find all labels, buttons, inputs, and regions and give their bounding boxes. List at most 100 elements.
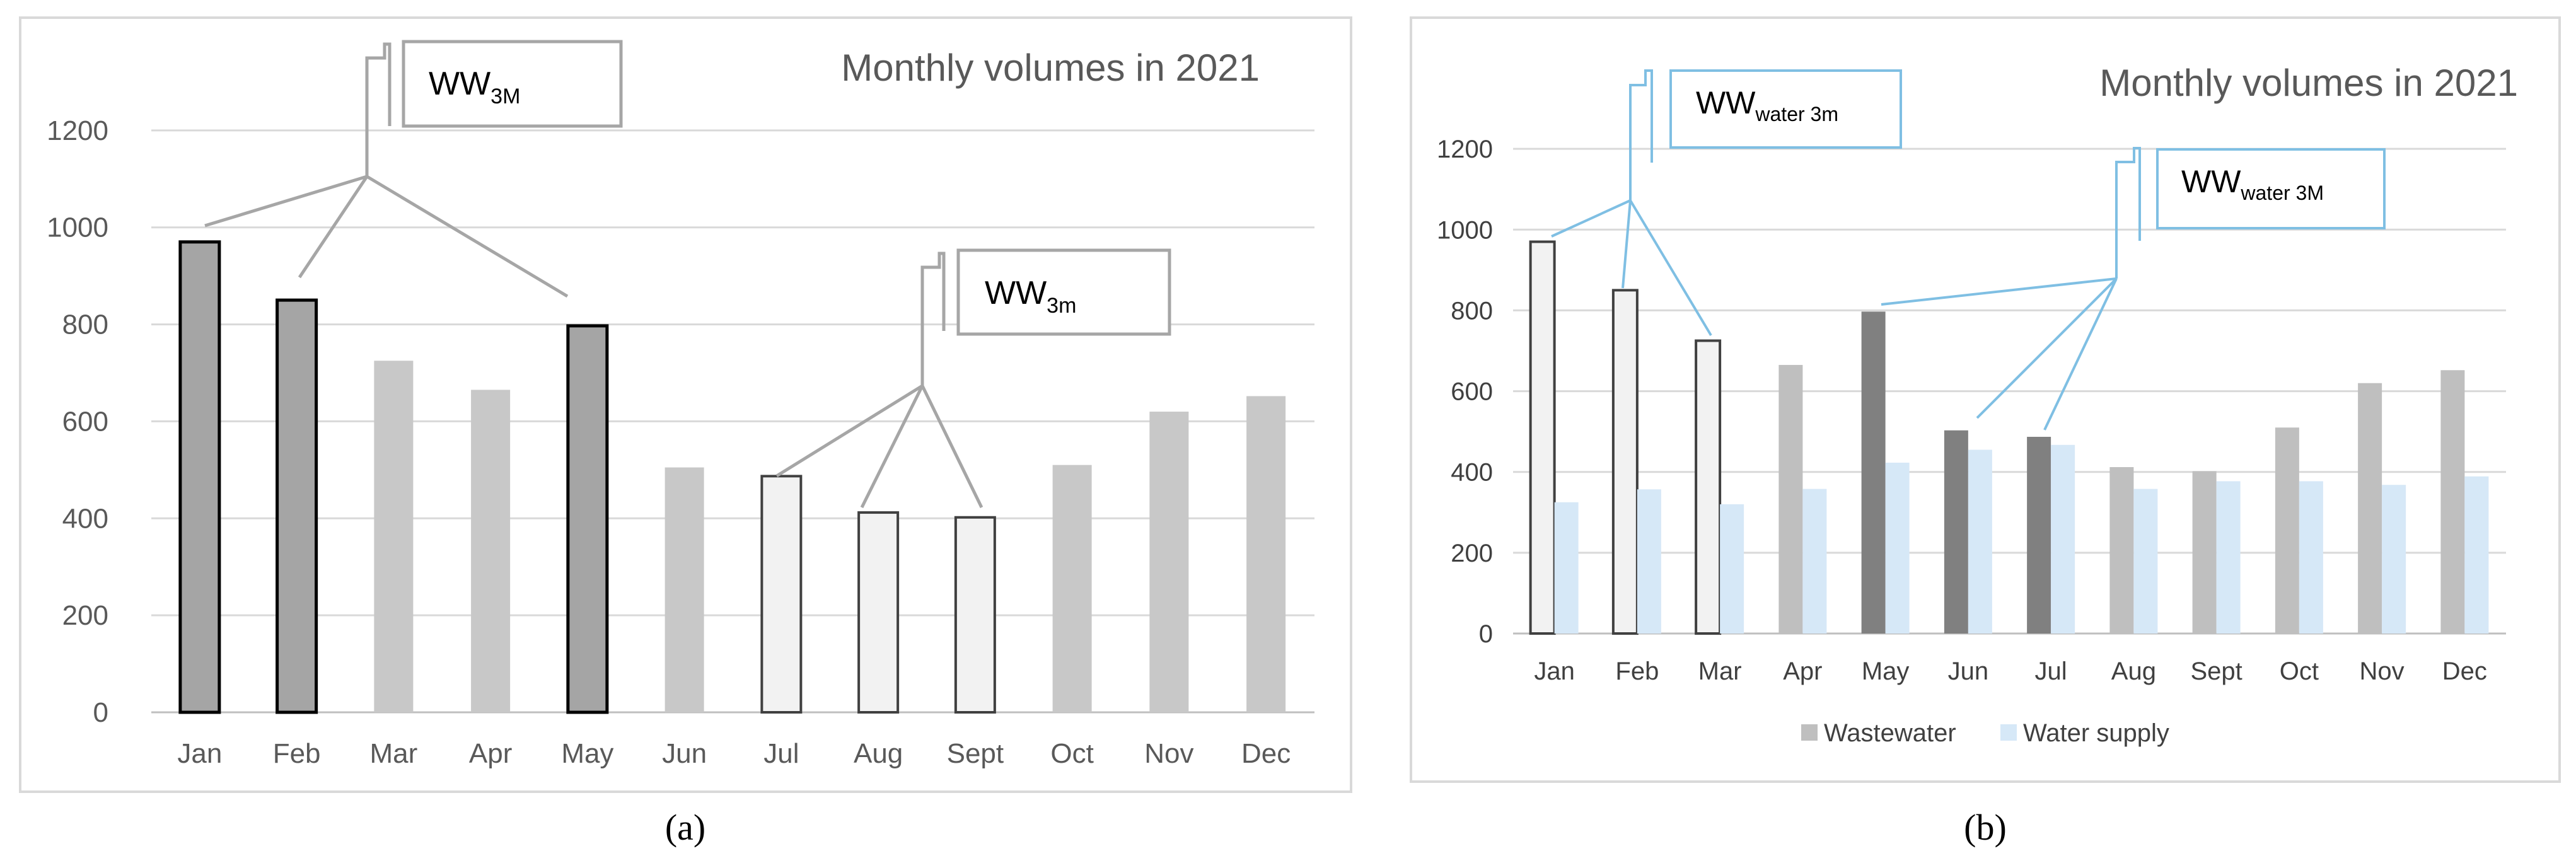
bar-wastewater-mar — [1695, 339, 1722, 635]
callout-base: WW — [2181, 164, 2241, 199]
callout-connector-sept — [920, 385, 983, 509]
x-tick-label-feb: Feb — [1615, 657, 1659, 685]
callout-box — [2156, 148, 2386, 229]
y-tick-label-1200: 1200 — [47, 115, 108, 146]
panel-b-y-tick-labels: 0 200 400 600 800 1000 1200 — [1437, 136, 1493, 648]
callout-box — [402, 40, 623, 128]
panel-a-x-tick-labels: Jan Feb Mar Apr May Jun Jul Aug Sept Oct Nov Dec — [177, 738, 1291, 769]
x-tick-label-oct: Oct — [2280, 657, 2319, 685]
panel-b-label: (b) — [1964, 807, 2007, 848]
y-tick-label-200: 200 — [1451, 540, 1493, 567]
bar-jun — [664, 467, 704, 712]
callout-text: WWwater 3M — [2181, 164, 2324, 204]
callout-connector-jan — [1551, 199, 1631, 238]
x-tick-label-nov: Nov — [2360, 657, 2405, 685]
callout-connector-feb — [1622, 200, 1632, 289]
legend-swatch-wastewater — [1801, 724, 1818, 741]
legend-swatch-water-supply — [2000, 724, 2017, 741]
bar-apr — [471, 390, 511, 712]
callout-connector-may — [366, 175, 569, 298]
y-tick-label-1000: 1000 — [47, 212, 108, 243]
bar-wastewater-feb — [1611, 289, 1639, 635]
x-tick-label-may: May — [1862, 657, 1910, 685]
callout-water-3m: WWwater 3m — [1551, 69, 1902, 337]
callout-subscript: water 3M — [2240, 182, 2324, 204]
callout-connector-aug — [860, 385, 924, 509]
x-tick-label-aug: Aug — [854, 738, 903, 769]
bar-mar — [374, 361, 414, 712]
y-tick-label-1000: 1000 — [1437, 216, 1493, 244]
bar-wastewater-oct — [2275, 427, 2299, 634]
callout-connector-mar — [1629, 199, 1712, 337]
x-tick-label-nov: Nov — [1144, 738, 1193, 769]
y-tick-label-0: 0 — [93, 697, 108, 728]
bar-wastewater-may — [1861, 311, 1886, 634]
panel-a: Monthly volumes in 2021 0 200 400 600 800 100… — [19, 16, 1352, 848]
bar-water-supply-nov — [2382, 485, 2406, 634]
y-tick-label-1200: 1200 — [1437, 136, 1493, 163]
bar-wastewater-sept — [2192, 471, 2217, 634]
callout-subscript: 3m — [1047, 294, 1076, 318]
callout-leader — [920, 252, 946, 386]
panel-a-y-tick-labels: 0 200 400 600 800 1000 1200 — [47, 115, 108, 728]
x-tick-label-mar: Mar — [369, 738, 417, 769]
bar-wastewater-apr — [1778, 364, 1803, 634]
x-tick-label-jan: Jan — [177, 738, 222, 769]
bar-jan — [178, 240, 221, 714]
panel-a-bars — [178, 240, 1286, 714]
callout-subscript: water 3m — [1755, 103, 1838, 125]
y-tick-label-800: 800 — [62, 310, 108, 340]
callout-base: WW — [985, 275, 1047, 311]
x-tick-label-aug: Aug — [2111, 657, 2156, 685]
x-tick-label-apr: Apr — [469, 738, 512, 769]
x-tick-label-sept: Sept — [947, 738, 1004, 769]
callout-text: WW3M — [429, 66, 520, 108]
x-tick-label-feb: Feb — [273, 738, 321, 769]
bar-water-supply-dec — [2464, 476, 2489, 634]
callout-connector-may — [1881, 277, 2117, 306]
y-tick-label-400: 400 — [62, 503, 108, 534]
callout-leader — [2115, 147, 2141, 279]
legend-label-water-supply: Water supply — [2023, 719, 2169, 747]
callout-connector-jul — [2043, 278, 2118, 431]
bar-dec — [1246, 396, 1286, 712]
y-tick-label-800: 800 — [1451, 297, 1493, 325]
bar-oct — [1052, 465, 1092, 712]
x-tick-label-oct: Oct — [1050, 738, 1093, 769]
bar-water-supply-jun — [1968, 449, 1992, 634]
x-tick-label-jun: Jun — [662, 738, 707, 769]
bar-wastewater-nov — [2358, 383, 2382, 634]
x-tick-label-dec: Dec — [1241, 738, 1291, 769]
panel-a-gridlines — [151, 129, 1314, 714]
x-tick-label-apr: Apr — [1783, 657, 1822, 685]
panel-a-title: Monthly volumes in 2021 — [841, 47, 1260, 89]
bar-wastewater-aug — [2109, 467, 2134, 634]
bar-wastewater-jan — [1529, 240, 1556, 635]
bar-aug — [857, 511, 900, 714]
legend-label-wastewater: Wastewater — [1824, 719, 1956, 747]
x-tick-label-jan: Jan — [1534, 657, 1575, 685]
callout-base: WW — [429, 66, 490, 102]
y-tick-label-0: 0 — [1479, 620, 1493, 648]
bar-wastewater-jul — [2027, 436, 2051, 634]
bar-jul — [760, 475, 803, 714]
callout-connector-jul — [775, 384, 924, 478]
callout-text: WWwater 3m — [1696, 85, 1838, 125]
bar-water-supply-apr — [1802, 489, 1827, 634]
callout-leader — [1629, 69, 1653, 200]
callout-leader — [365, 42, 392, 176]
callout-connector-feb — [298, 175, 369, 279]
callout-3m: WW3m — [775, 248, 1171, 509]
y-tick-label-600: 600 — [62, 406, 108, 437]
bar-water-supply-aug — [2133, 489, 2158, 634]
callout-subscript: 3M — [490, 84, 520, 108]
panel-b-bars — [1529, 240, 2489, 635]
bar-water-supply-feb — [1637, 489, 1661, 634]
bar-nov — [1149, 412, 1189, 712]
bar-water-supply-may — [1885, 462, 1910, 634]
panel-b: Monthly volumes in 2021 0 200 400 600 800 100… — [1410, 16, 2561, 848]
panel-b-title: Monthly volumes in 2021 — [2099, 62, 2518, 104]
